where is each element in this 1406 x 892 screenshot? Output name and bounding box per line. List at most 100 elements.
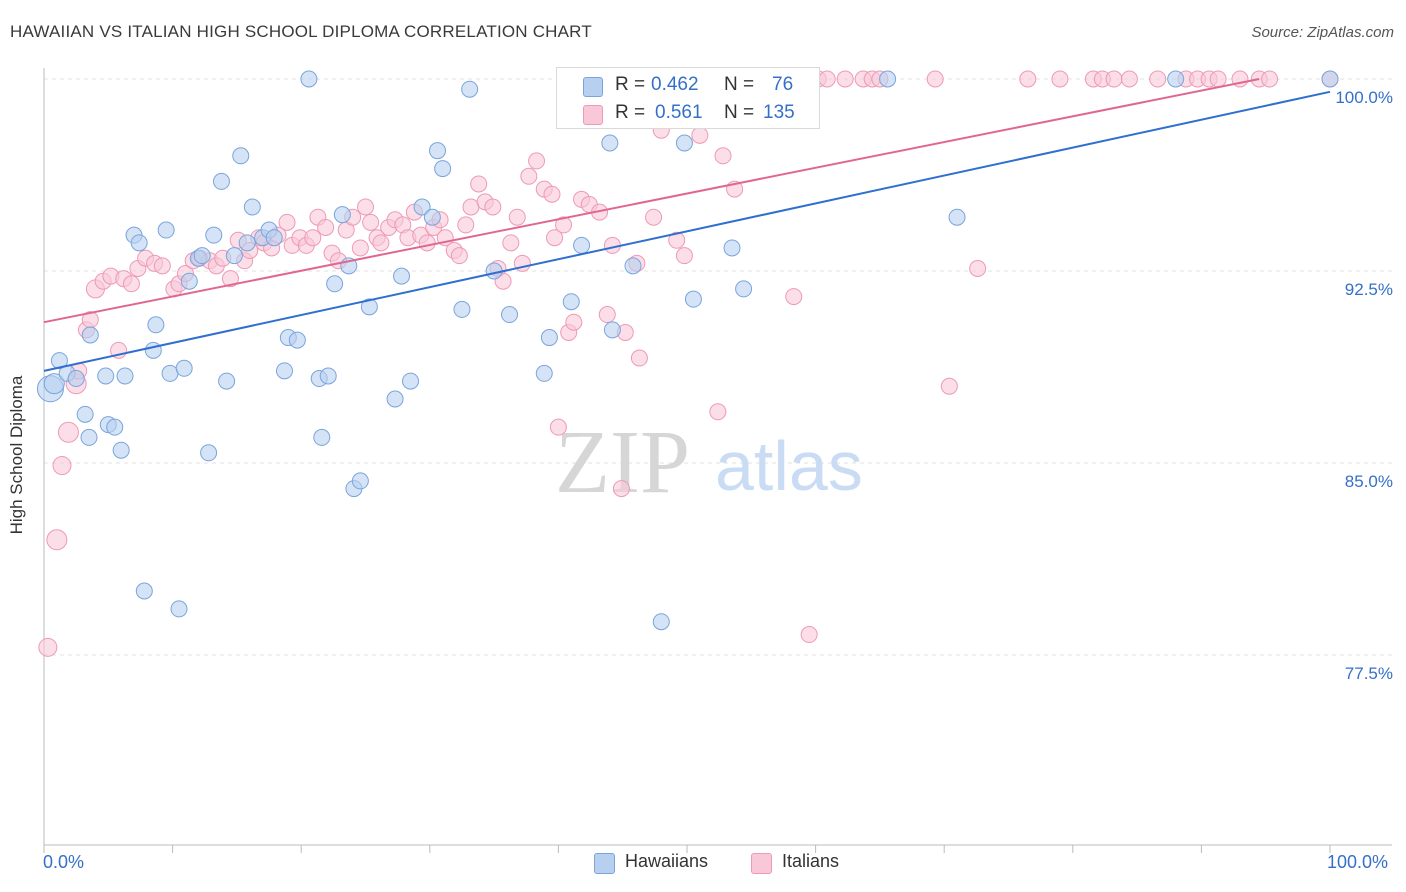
hawaiians-point bbox=[333, 206, 351, 224]
watermark-zip: ZIP bbox=[555, 413, 690, 512]
italians-point bbox=[645, 208, 663, 226]
hawaiians-point bbox=[130, 234, 148, 252]
correlation-legend: R = 0.462 N = 76 R = 0.561 N = 135 bbox=[556, 67, 820, 129]
series-hawaiians bbox=[36, 70, 1339, 631]
hawaiians-point bbox=[675, 134, 693, 152]
italians-point bbox=[304, 229, 322, 247]
italians-point bbox=[630, 349, 648, 367]
hawaiians-point bbox=[879, 70, 897, 88]
hawaiians-point bbox=[67, 370, 85, 388]
italians-point bbox=[38, 637, 58, 657]
legend-r-label: R = bbox=[615, 102, 646, 123]
hawaiians-point bbox=[193, 247, 211, 265]
hawaiians-point bbox=[319, 367, 337, 385]
legend-n-value: 135 bbox=[763, 102, 795, 123]
italians-point bbox=[785, 288, 803, 306]
hawaiians-point bbox=[723, 239, 741, 257]
italians-point bbox=[1105, 70, 1123, 88]
legend-row-italians: R = 0.561 N = 135 bbox=[557, 100, 819, 128]
hawaiians-point bbox=[43, 373, 65, 395]
italians-point bbox=[555, 216, 573, 234]
hawaiians-point bbox=[652, 613, 670, 631]
hawaiians-point bbox=[624, 257, 642, 275]
hawaiians-point bbox=[80, 428, 98, 446]
italians-point bbox=[1209, 70, 1227, 88]
legend-n-label: N = bbox=[724, 102, 755, 123]
italians-point bbox=[221, 270, 239, 288]
hawaiians-point bbox=[212, 172, 230, 190]
bottom-legend-swatch-italians bbox=[751, 853, 772, 874]
hawaiians-point bbox=[218, 372, 236, 390]
italians-point bbox=[450, 247, 468, 265]
italians-point bbox=[549, 418, 567, 436]
trend-lines bbox=[43, 78, 1331, 372]
hawaiians-point bbox=[232, 147, 250, 165]
hawaiians-point bbox=[200, 444, 218, 462]
italians-point bbox=[818, 70, 836, 88]
italians-point bbox=[372, 234, 390, 252]
italians-point bbox=[1019, 70, 1037, 88]
hawaiians-point bbox=[393, 267, 411, 285]
y-tick-label: 92.5% bbox=[1345, 280, 1393, 299]
legend-swatch-hawaiians bbox=[583, 77, 603, 97]
italians-trend-line bbox=[43, 78, 1260, 324]
hawaiians-point bbox=[112, 441, 130, 459]
hawaiians-point bbox=[147, 316, 165, 334]
hawaiians-point bbox=[170, 600, 188, 618]
italians-point bbox=[1149, 70, 1167, 88]
hawaiians-point bbox=[225, 247, 243, 265]
italians-point bbox=[969, 259, 987, 277]
hawaiians-point bbox=[461, 80, 479, 98]
legend-r-label: R = bbox=[615, 74, 646, 95]
italians-point bbox=[800, 626, 818, 644]
italians-point bbox=[1261, 70, 1279, 88]
hawaiians-point bbox=[351, 472, 369, 490]
italians-point bbox=[675, 247, 693, 265]
hawaiians-point bbox=[116, 367, 134, 385]
hawaiians-point bbox=[288, 331, 306, 349]
italians-point bbox=[52, 456, 72, 476]
watermark-atlas: atlas bbox=[715, 427, 863, 505]
hawaiians-point bbox=[106, 418, 124, 436]
italians-point bbox=[926, 70, 944, 88]
hawaiians-point bbox=[135, 582, 153, 600]
y-tick-label: 100.0% bbox=[1335, 88, 1393, 107]
italians-point bbox=[598, 306, 616, 324]
bottom-legend-label-hawaiians: Hawaiians bbox=[625, 851, 709, 871]
legend-row-hawaiians: R = 0.462 N = 76 bbox=[557, 72, 819, 100]
y-tick-labels: 100.0% 92.5% 85.0% 77.5% bbox=[1335, 88, 1393, 683]
hawaiians-point bbox=[413, 198, 431, 216]
italians-point bbox=[153, 257, 171, 275]
x-min-label: 0.0% bbox=[43, 852, 85, 872]
legend-n-value: 76 bbox=[772, 74, 794, 95]
hawaiians-point bbox=[1167, 70, 1185, 88]
italians-point bbox=[714, 147, 732, 165]
italians-point bbox=[508, 208, 526, 226]
hawaiians-point bbox=[501, 306, 519, 324]
hawaiians-point bbox=[97, 367, 115, 385]
hawaiians-point bbox=[429, 142, 447, 160]
hawaiians-point bbox=[402, 372, 420, 390]
hawaiians-point bbox=[540, 329, 558, 347]
italians-point bbox=[546, 229, 564, 247]
hawaiians-point bbox=[573, 236, 591, 254]
hawaiians-point bbox=[300, 70, 318, 88]
italians-point bbox=[457, 216, 475, 234]
hawaiians-point bbox=[684, 290, 702, 308]
italians-point bbox=[278, 213, 296, 231]
italians-point bbox=[484, 198, 502, 216]
hawaiians-point bbox=[243, 198, 261, 216]
watermark: ZIP atlas bbox=[555, 413, 863, 512]
hawaiians-point bbox=[205, 226, 223, 244]
italians-point bbox=[612, 480, 630, 498]
hawaiians-point bbox=[157, 221, 175, 239]
hawaiians-point bbox=[562, 293, 580, 311]
hawaiians-point bbox=[735, 280, 753, 298]
hawaiians-point bbox=[326, 275, 344, 293]
hawaiians-point bbox=[601, 134, 619, 152]
hawaiians-point bbox=[175, 359, 193, 377]
italians-point bbox=[122, 275, 140, 293]
hawaiians-point bbox=[313, 428, 331, 446]
legend-r-value: 0.561 bbox=[655, 102, 703, 123]
